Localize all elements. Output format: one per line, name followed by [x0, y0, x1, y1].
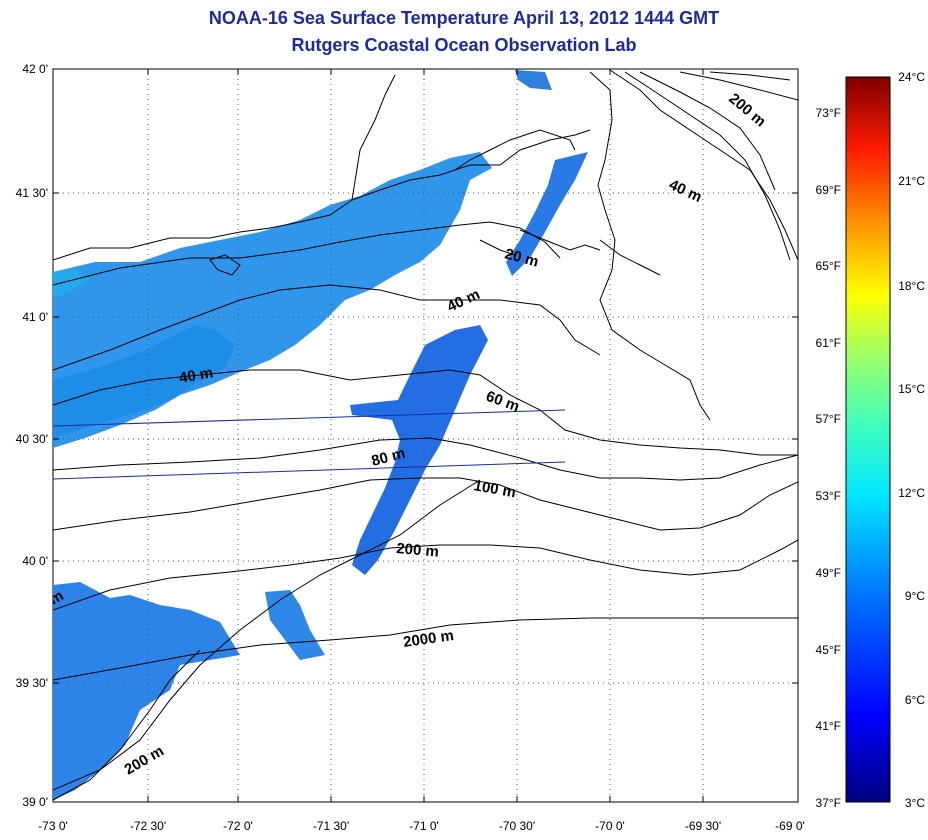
latitude-labels: 42 0' 41 30' 41 0' 40 30' 40 0' 39 30' 3…: [16, 62, 48, 809]
frame-ticks: [53, 69, 798, 802]
lon-tick-label: -72 30': [130, 819, 166, 833]
lon-tick-label: -73 0': [38, 819, 68, 833]
celsius-tick-label: 15°C: [898, 382, 925, 396]
lon-tick-label: -71 0': [409, 819, 439, 833]
celsius-tick-label: 3°C: [905, 796, 925, 810]
temperature-colorbar: [845, 76, 891, 803]
lon-tick-label: -70 0': [595, 819, 625, 833]
celsius-scale: 24°C 21°C 18°C 15°C 12°C 9°C 6°C 3°C: [898, 70, 925, 810]
contour-label: 2000 m: [402, 627, 455, 651]
fahrenheit-tick-label: 37°F: [816, 796, 841, 810]
lat-tick-label: 41 30': [16, 186, 48, 200]
sst-patches: [53, 70, 588, 800]
contour-label: 40 m: [178, 364, 215, 387]
fahrenheit-tick-label: 53°F: [816, 489, 841, 503]
lon-tick-label: -72 0': [223, 819, 253, 833]
lon-tick-label: -70 30': [499, 819, 535, 833]
fahrenheit-tick-label: 61°F: [816, 336, 841, 350]
fahrenheit-tick-label: 45°F: [816, 643, 841, 657]
fahrenheit-scale: 73°F 69°F 65°F 61°F 57°F 53°F 49°F 45°F …: [816, 106, 841, 810]
fahrenheit-tick-label: 65°F: [816, 259, 841, 273]
fahrenheit-tick-label: 73°F: [816, 106, 841, 120]
fahrenheit-tick-label: 69°F: [816, 183, 841, 197]
fahrenheit-tick-label: 49°F: [816, 566, 841, 580]
contour-label: 200 m: [396, 540, 440, 561]
lat-tick-label: 39 30': [16, 676, 48, 690]
longitude-labels: -73 0' -72 30' -72 0' -71 30' -71 0' -70…: [38, 819, 805, 833]
lat-tick-label: 39 0': [22, 795, 48, 809]
fahrenheit-tick-label: 57°F: [816, 412, 841, 426]
lat-tick-label: 40 30': [16, 432, 48, 446]
lon-tick-label: -69 30': [685, 819, 721, 833]
lat-tick-label: 40 0': [22, 554, 48, 568]
map-subtitle: Rutgers Coastal Ocean Observation Lab: [291, 35, 637, 55]
celsius-tick-label: 21°C: [898, 174, 925, 188]
map-title: NOAA-16 Sea Surface Temperature April 13…: [208, 8, 720, 28]
graticule: [53, 69, 798, 802]
celsius-tick-label: 9°C: [905, 589, 925, 603]
celsius-tick-label: 12°C: [898, 486, 925, 500]
coastline: [53, 71, 711, 421]
celsius-tick-label: 18°C: [898, 279, 925, 293]
lat-tick-label: 42 0': [22, 62, 48, 76]
bathymetry-contours: [53, 69, 798, 801]
lon-tick-label: -69 0': [775, 819, 805, 833]
fahrenheit-tick-label: 41°F: [816, 719, 841, 733]
track-lines: [53, 409, 566, 480]
celsius-tick-label: 6°C: [905, 693, 925, 707]
lon-tick-label: -71 30': [313, 819, 349, 833]
celsius-tick-label: 24°C: [898, 70, 925, 84]
lat-tick-label: 41 0': [22, 310, 48, 324]
